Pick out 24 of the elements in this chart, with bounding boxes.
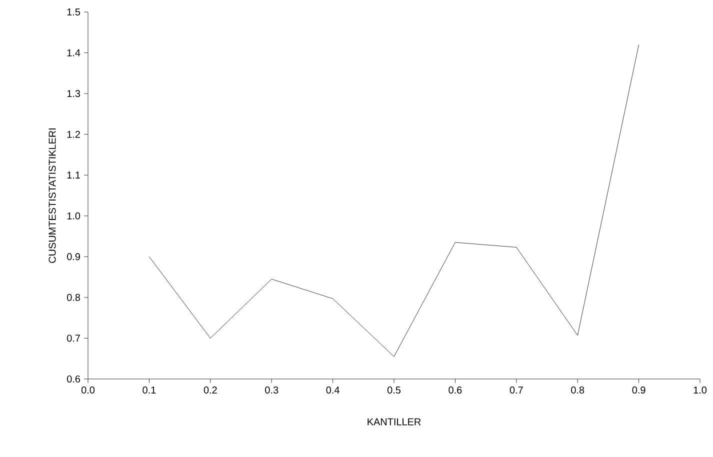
x-tick-label: 0.4: [326, 386, 340, 394]
y-tick-label: 1.3: [67, 90, 80, 98]
y-axis-title: CUSUMTESTISTATISTIKLERI: [48, 128, 56, 263]
line-series: [149, 44, 640, 357]
y-tick-label: 0.9: [67, 253, 80, 260]
x-tick-label: 0.6: [448, 386, 462, 394]
x-tick-label: 0.9: [632, 386, 646, 394]
y-tick-label: 1.1: [67, 172, 80, 179]
y-tick-label: 0.8: [67, 294, 80, 301]
y-tick-label: 0.6: [67, 375, 80, 383]
x-tick-label: 1.0: [694, 386, 707, 394]
y-tick-label: 1.5: [67, 8, 80, 16]
x-axis-title: KANTILLER: [368, 418, 421, 426]
x-tick-label: 0.7: [510, 386, 523, 394]
y-tick-label: 0.7: [67, 334, 80, 342]
y-tick-label: 1.0: [67, 212, 80, 220]
y-tick-label: 1.4: [67, 49, 80, 56]
x-tick-label: 0.1: [142, 386, 156, 394]
x-tick-label: 0.8: [571, 386, 584, 394]
x-tick-label: 0.2: [204, 386, 217, 394]
y-tick-label: 1.2: [67, 130, 80, 138]
x-tick-label: 0.0: [81, 386, 95, 394]
x-tick-label: 0.5: [387, 386, 401, 394]
x-tick-label: 0.3: [265, 386, 278, 394]
